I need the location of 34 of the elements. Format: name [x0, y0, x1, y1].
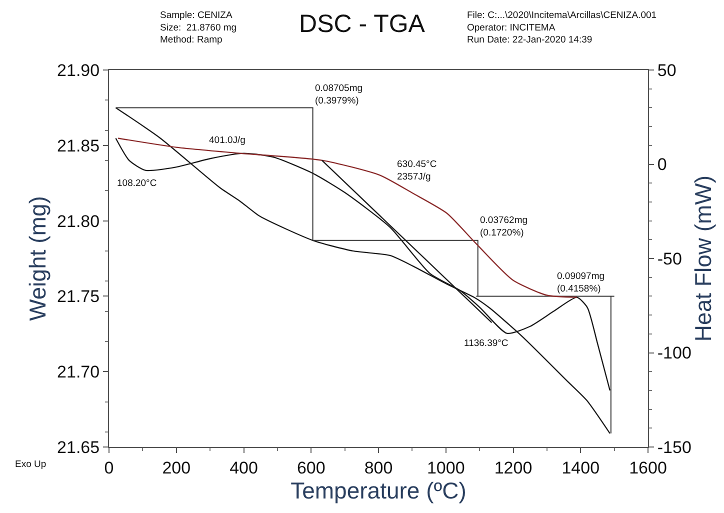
x-tick-label: 800: [364, 458, 393, 478]
x-tick-label: 200: [162, 458, 191, 478]
x-tick-label: 1200: [494, 458, 532, 478]
chart-title: DSC - TGA: [299, 10, 426, 38]
y2-tick-label: 0: [657, 155, 667, 174]
x-tick-label: 0: [104, 458, 114, 478]
annotation: 1136.39°C: [464, 338, 508, 349]
text: Sample: CENIZA Size: 21.8760 mg Method: Ramp: [160, 10, 237, 46]
y-tick-label: 21.85: [57, 136, 100, 156]
y-tick-label: 21.65: [57, 438, 100, 457]
x-axis-title: Temperature (ºC): [290, 477, 466, 504]
y2-tick-label: -150: [657, 438, 692, 457]
y2-tick-label: -50: [657, 249, 682, 268]
annotation: 108.20°C: [117, 178, 157, 189]
annotation: 630.45°C 2357J/g: [397, 159, 437, 182]
annotation: 0.03762mg (0.1720%): [480, 215, 528, 238]
y2-tick-label: -100: [657, 344, 692, 363]
y-tick-label: 21.75: [57, 287, 100, 306]
y-tick-label: 21.90: [57, 60, 100, 80]
x-tick-label: 1400: [562, 458, 600, 478]
y-tick-label: 21.70: [57, 362, 100, 382]
annotation: 401.0J/g: [209, 135, 246, 146]
y2-tick-label: 50: [657, 60, 676, 80]
x-tick-label: 1000: [426, 458, 465, 478]
text: File: C:...\2020\Incitema\Arcillas\CENIZA.001 Operator: INCITEMA Run Date: 22-Jan-2020 14:39: [467, 10, 657, 46]
y-tick-label: 21.80: [57, 212, 100, 231]
annotation: 0.09097mg (0.4158%): [557, 271, 605, 294]
y-axis-title: Weight (mg): [24, 196, 51, 321]
y2-axis-title: Heat Flow (mW): [690, 175, 716, 342]
x-tick-label: 400: [230, 458, 258, 478]
text: Exo Up: [15, 459, 46, 470]
x-tick-label: 1600: [629, 458, 667, 478]
x-tick-label: 600: [296, 458, 326, 478]
annotation: 0.08705mg (0.3979%): [315, 83, 363, 106]
